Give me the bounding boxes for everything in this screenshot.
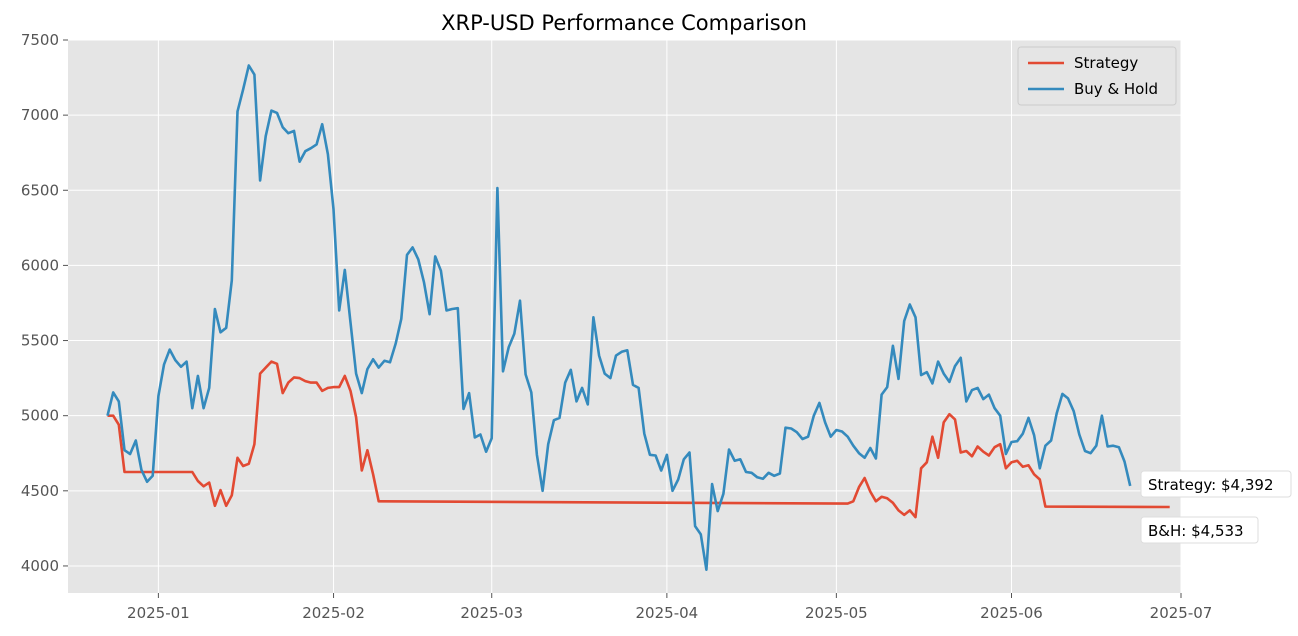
annotation-strategy-box: [1140, 470, 1292, 498]
x-axis: 2025-01 2025-02 2025-03 2025-04 2025-05 2025-…: [127, 593, 1212, 622]
y-tick-label-5000: 5000: [21, 407, 59, 425]
annotation-strategy-text: Strategy: $4,392: [1148, 476, 1274, 494]
y-axis: 4000 4500 5000 5500 6000 6500 7000 7500: [21, 31, 68, 575]
annotation-buy-hold-text: B&H: $4,533: [1148, 522, 1244, 540]
x-tick-label-2025-06: 2025-06: [980, 604, 1043, 622]
x-tick-label-2025-05: 2025-05: [805, 604, 868, 622]
annotation-buy-hold-box: [1140, 516, 1259, 544]
x-tick-label-2025-02: 2025-02: [302, 604, 365, 622]
x-tick-label-2025-01: 2025-01: [127, 604, 190, 622]
x-tick-label-2025-03: 2025-03: [460, 604, 523, 622]
y-tick-label-4500: 4500: [21, 482, 59, 500]
grid-lines: [68, 39, 1182, 593]
annotation-strategy: Strategy: $4,392: [1140, 470, 1292, 498]
x-tick-label-2025-04: 2025-04: [636, 604, 699, 622]
y-tick-label-4000: 4000: [21, 557, 59, 575]
legend: Strategy Buy & Hold: [1017, 46, 1177, 106]
y-tick-label-7500: 7500: [21, 31, 59, 49]
y-tick-label-7000: 7000: [21, 106, 59, 124]
y-tick-label-6500: 6500: [21, 181, 59, 199]
series-line-buy-hold: [106, 64, 1132, 571]
legend-label-strategy: Strategy: [1074, 54, 1138, 72]
annotation-buy-hold: B&H: $4,533: [1140, 516, 1259, 544]
x-tick-label-2025-07: 2025-07: [1150, 604, 1213, 622]
chart-title: XRP-USD Performance Comparison: [441, 11, 807, 35]
plot-background: [68, 40, 1181, 593]
legend-box: [1017, 46, 1177, 106]
legend-label-buy-hold: Buy & Hold: [1074, 80, 1158, 98]
y-tick-label-5500: 5500: [21, 332, 59, 350]
y-tick-label-6000: 6000: [21, 256, 59, 274]
series-lines: [106, 64, 1170, 571]
series-line-strategy: [107, 360, 1170, 519]
